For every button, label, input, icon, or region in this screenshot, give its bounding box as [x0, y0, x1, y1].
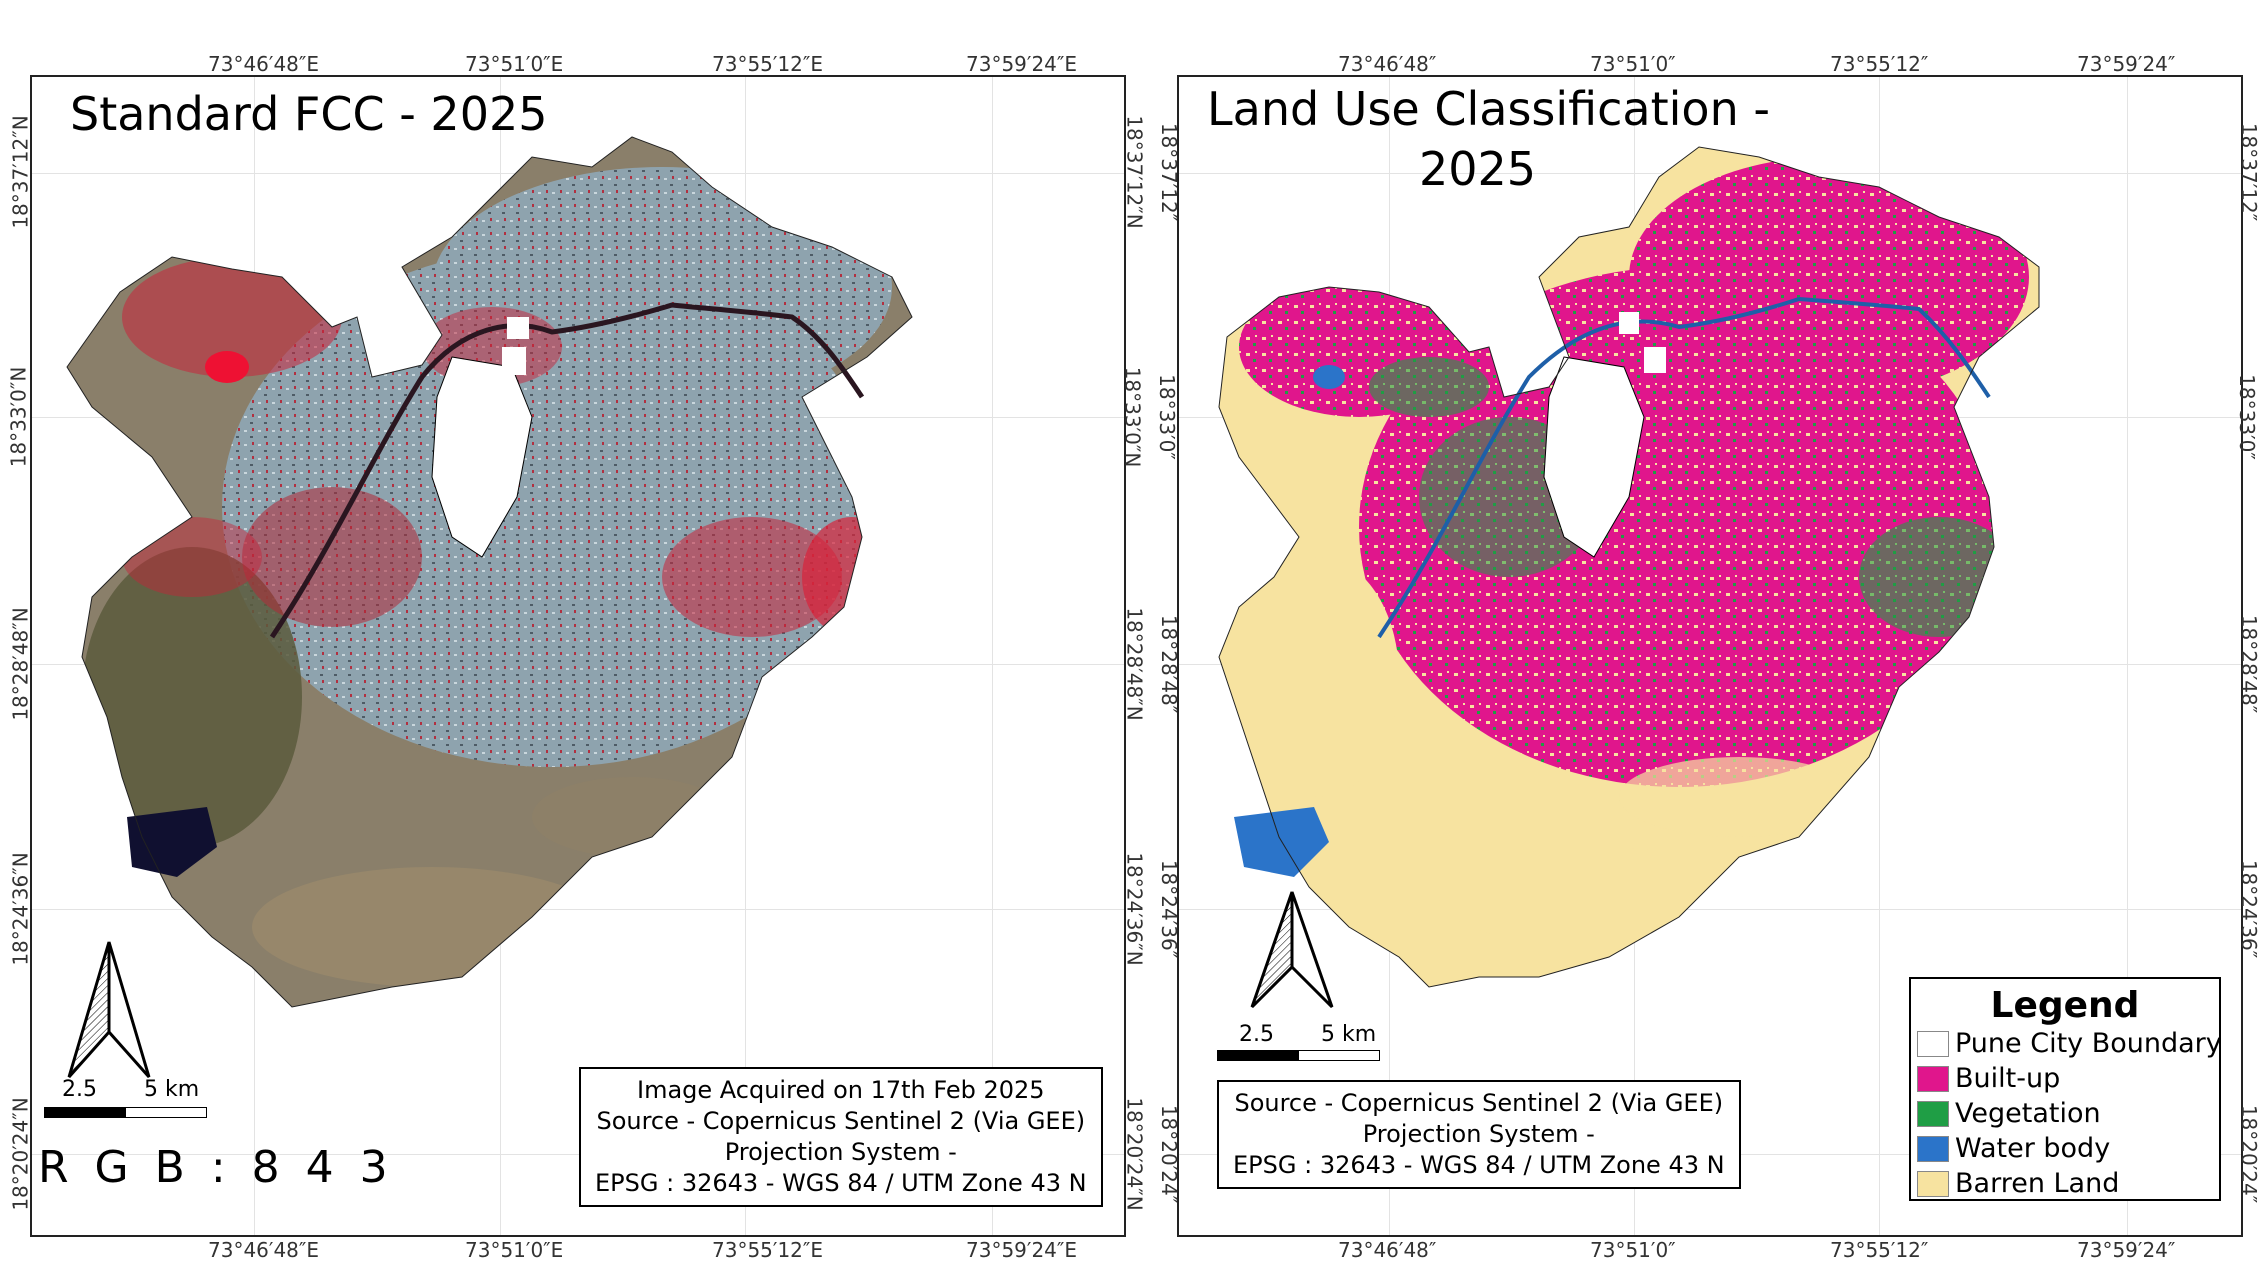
lon-label-top: 73°59′24″ — [2077, 52, 2176, 76]
lat-label-left: 18°24′36″ — [1157, 859, 1182, 959]
lat-label-left: 18°37′12″ — [1157, 122, 1182, 222]
river — [1377, 296, 1991, 639]
scale-end-label: 5 km — [144, 1077, 200, 1102]
void-square — [1644, 347, 1666, 373]
fcc-info-box: Image Acquired on 17th Feb 2025 Source -… — [579, 1067, 1103, 1207]
rgb-band-label: R G B : 8 4 3 — [38, 1142, 394, 1193]
scale-segment-black — [44, 1107, 126, 1118]
lat-label-right: 18°20′24″ — [2237, 1104, 2262, 1204]
water-body-pashan — [1313, 365, 1345, 389]
scale-segment-white — [1298, 1050, 1380, 1061]
legend-title: Legend — [1990, 985, 2140, 1026]
lat-label-left: 18°24′36″N — [8, 852, 33, 966]
lat-label-right: 18°33′0″ — [2234, 374, 2259, 460]
void-square — [1619, 312, 1639, 334]
graticule-line — [2127, 77, 2128, 1235]
fcc-imagery — [66, 136, 913, 1008]
lon-label-bottom: 73°46′48″E — [208, 1238, 319, 1262]
graticule-line — [992, 77, 993, 1235]
lon-label-top: 73°55′12″ — [1830, 52, 1929, 76]
info-line: Source - Copernicus Sentinel 2 (Via GEE) — [1234, 1089, 1724, 1117]
lon-label-bottom: 73°46′48″ — [1338, 1238, 1437, 1262]
legend-item-water: Water body — [1911, 1131, 2219, 1166]
graticule-line — [32, 909, 1124, 910]
scale-bar: 2.5 5 km — [1217, 1022, 1387, 1062]
legend-label: Pune City Boundary — [1955, 1028, 2222, 1059]
info-line: Source - Copernicus Sentinel 2 (Via GEE) — [596, 1107, 1086, 1135]
lon-label-bottom: 73°59′24″E — [966, 1238, 1077, 1262]
lon-label-top: 73°51′0″ — [1590, 52, 1676, 76]
legend-item-builtup: Built-up — [1911, 1061, 2219, 1096]
map-legend: Legend Pune City Boundary Built-up Veget… — [1909, 977, 2222, 1201]
scale-mid-label: 2.5 — [1239, 1022, 1274, 1047]
lon-label-top: 73°55′12″E — [712, 52, 823, 76]
legend-swatch — [1917, 1030, 1949, 1057]
lon-label-bottom: 73°55′12″ — [1830, 1238, 1929, 1262]
lat-label-left: 18°33′0″N — [6, 366, 31, 468]
scale-mid-label: 2.5 — [62, 1077, 97, 1102]
lulc-map-frame: Land Use Classification - 2025 2.5 5 km … — [1177, 75, 2243, 1237]
legend-item-vegetation: Vegetation — [1911, 1096, 2219, 1131]
lat-label-left: 18°20′24″N — [8, 1097, 33, 1211]
legend-label: Water body — [1955, 1133, 2111, 1164]
lon-label-top: 73°46′48″E — [208, 52, 319, 76]
lat-label-left: 18°20′24″ — [1157, 1104, 1182, 1204]
scale-segment-black — [1217, 1050, 1299, 1061]
scale-segment-white — [125, 1107, 207, 1118]
lat-label-right: 18°37′12″N — [1122, 115, 1147, 229]
lat-label-left: 18°28′48″ — [1157, 614, 1182, 714]
north-arrow-icon — [67, 941, 151, 1078]
lon-label-top: 73°59′24″E — [966, 52, 1077, 76]
info-line: EPSG : 32643 - WGS 84 / UTM Zone 43 N — [595, 1169, 1087, 1197]
cantonment-void — [1543, 356, 1645, 558]
legend-label: Built-up — [1955, 1063, 2061, 1094]
pashan-lake — [205, 351, 249, 383]
lat-label-right: 18°28′48″ — [2237, 614, 2262, 714]
lon-label-top: 73°51′0″E — [465, 52, 564, 76]
lulc-info-box: Source - Copernicus Sentinel 2 (Via GEE)… — [1217, 1080, 1741, 1189]
lat-label-left: 18°28′48″N — [8, 607, 33, 721]
lat-label-left: 18°33′0″ — [1154, 374, 1179, 460]
lon-label-bottom: 73°55′12″E — [712, 1238, 823, 1262]
lat-label-right: 18°28′48″N — [1122, 607, 1147, 721]
builtup-north — [1629, 157, 2029, 397]
legend-item-boundary: Pune City Boundary — [1911, 1026, 2222, 1061]
legend-label: Vegetation — [1955, 1098, 2101, 1129]
lat-label-right: 18°24′36″ — [2237, 859, 2262, 959]
legend-swatch — [1917, 1135, 1949, 1162]
graticule-line — [1179, 909, 2241, 910]
info-line: EPSG : 32643 - WGS 84 / UTM Zone 43 N — [1233, 1151, 1725, 1179]
lake-khadakwasla — [127, 807, 217, 877]
fcc-map-frame: Standard FCC - 2025 2.5 5 km R G B : 8 4… — [30, 75, 1126, 1237]
lon-label-bottom: 73°51′0″E — [465, 1238, 564, 1262]
lat-label-right: 18°37′12″ — [2237, 122, 2262, 222]
legend-swatch — [1917, 1100, 1949, 1127]
lat-label-right: 18°24′36″N — [1122, 852, 1147, 966]
void-square — [507, 317, 529, 339]
cantonment-void — [431, 356, 533, 558]
info-line: Projection System - — [1362, 1120, 1595, 1148]
lulc-title-line2: 2025 — [1419, 142, 1537, 196]
river — [269, 302, 865, 639]
legend-swatch — [1917, 1065, 1949, 1092]
void-square — [502, 347, 526, 375]
scale-bar: 2.5 5 km — [44, 1077, 214, 1118]
lon-label-bottom: 73°59′24″ — [2077, 1238, 2176, 1262]
fcc-map-title: Standard FCC - 2025 — [70, 87, 548, 141]
lon-label-top: 73°46′48″ — [1338, 52, 1437, 76]
scale-end-label: 5 km — [1321, 1022, 1377, 1047]
lulc-classified-map — [1218, 146, 2040, 988]
graticule-line — [32, 1154, 1124, 1155]
info-line: Image Acquired on 17th Feb 2025 — [637, 1076, 1045, 1104]
legend-item-barren: Barren Land — [1911, 1166, 2219, 1201]
lon-label-bottom: 73°51′0″ — [1590, 1238, 1676, 1262]
legend-label: Barren Land — [1955, 1168, 2120, 1199]
legend-swatch — [1917, 1170, 1949, 1197]
lat-label-right: 18°20′24″N — [1122, 1097, 1147, 1211]
info-line: Projection System - — [724, 1138, 957, 1166]
lulc-title-line1: Land Use Classification - — [1207, 82, 1770, 136]
north-arrow-icon — [1250, 891, 1334, 1009]
lat-label-right: 18°33′0″N — [1120, 366, 1145, 468]
lat-label-left: 18°37′12″N — [8, 115, 33, 229]
